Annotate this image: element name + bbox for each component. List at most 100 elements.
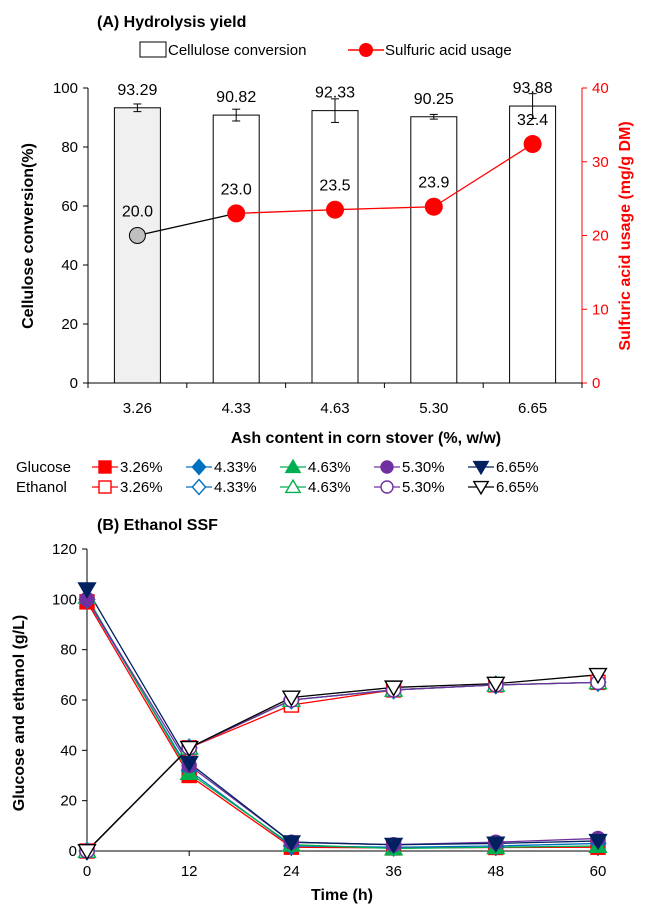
y-tick-label-left: 0	[70, 375, 78, 392]
series-line	[86, 681, 599, 852]
x-tick-label: 4.33	[222, 400, 251, 417]
panel-b-title: (B) Ethanol SSF	[97, 517, 218, 534]
series-line	[86, 588, 599, 846]
data-point	[486, 676, 506, 694]
panel-a-bars: 93.29 90.82 92.33 90.25 93.88	[113, 80, 557, 384]
y-tick-label: 0	[69, 843, 77, 860]
y-tick-label-right: 20	[592, 228, 609, 245]
acid-data-label: 20.0	[122, 204, 153, 221]
panel-a-axes: 0 20 40 60 80 100 0 10 20 30 40 3.26 4.33 4.63 5.30 6.6…	[53, 80, 609, 417]
panel-b-axes: 0 20 40 60 80 100 120 0 12 24 36 48 60	[52, 541, 606, 880]
panel-b-ylabel: Glucose and ethanol (g/L)	[11, 615, 28, 811]
legend-line-marker	[359, 43, 373, 57]
acid-line-segment	[334, 206, 434, 211]
bar	[212, 114, 260, 384]
data-point	[383, 680, 404, 697]
panel-a-xlabel: Ash content in corn stover (%, w/w)	[231, 430, 501, 447]
data-point	[588, 667, 608, 685]
panel-b: (B) Ethanol SSF 0 20 40 60 80 100 120 0 12 24 36 48…	[11, 517, 608, 904]
x-tick-label: 4.63	[320, 400, 349, 417]
legend-label: 3.26%	[120, 459, 163, 476]
panel-b-xlabel: Time (h)	[311, 887, 373, 904]
bar	[311, 110, 359, 384]
bar-data-label: 90.25	[414, 91, 454, 108]
legend-label: 6.65%	[496, 479, 539, 496]
acid-line-segment	[236, 209, 336, 215]
series-line	[86, 681, 599, 852]
acid-point	[424, 197, 443, 216]
legend-marker	[191, 478, 207, 496]
glucose-ethanol-legend: Glucose Ethanol 3.26% 4.33% 4.63% 5.30% 6.65…	[16, 458, 539, 496]
series-line	[86, 681, 599, 852]
panel-a-y2label: Sulfuric acid usage (mg/g DM)	[617, 121, 634, 350]
acid-data-label: 23.0	[221, 181, 252, 198]
acid-data-label: 32.4	[517, 112, 548, 129]
legend-bar-swatch	[139, 41, 167, 58]
x-tick-label: 12	[181, 863, 198, 880]
series-line	[86, 598, 599, 846]
legend-label: 5.30%	[402, 479, 445, 496]
series-line	[86, 674, 599, 852]
x-tick-label: 24	[283, 863, 300, 880]
data-point	[383, 837, 404, 855]
series-line	[86, 681, 599, 852]
acid-point	[128, 227, 146, 244]
bar-data-label: 92.33	[315, 85, 355, 102]
y-tick-label-left: 40	[61, 257, 78, 274]
legend-marker	[380, 480, 394, 494]
y-tick-label-right: 10	[592, 301, 609, 318]
acid-line-segment	[137, 212, 237, 237]
legend-label: 4.63%	[308, 479, 351, 496]
bar	[410, 116, 458, 384]
y-tick-label-right: 30	[592, 154, 609, 171]
y-tick-label-right: 0	[592, 375, 600, 392]
y-tick-label: 20	[60, 793, 77, 810]
data-point	[77, 582, 97, 599]
legend-marker	[284, 478, 302, 494]
panel-a-title: (A) Hydrolysis yield	[97, 14, 246, 31]
y-tick-label: 120	[52, 541, 77, 558]
x-tick-label: 48	[487, 863, 504, 880]
legend-marker	[472, 460, 490, 476]
y-tick-label-left: 80	[61, 139, 78, 156]
legend-label-sulfuric: Sulfuric acid usage	[385, 42, 512, 59]
series-line	[86, 596, 599, 850]
y-tick-label-right: 40	[592, 80, 609, 97]
y-tick-label-left: 20	[61, 316, 78, 333]
legend-row-ethanol: Ethanol	[16, 479, 67, 496]
acid-point	[326, 200, 344, 219]
bar	[113, 107, 161, 384]
panel-b-series	[77, 582, 608, 861]
y-tick-label: 80	[60, 642, 77, 659]
legend-marker	[284, 458, 302, 474]
legend-label: 6.65%	[496, 459, 539, 476]
x-tick-label: 3.26	[123, 400, 152, 417]
x-tick-label: 36	[385, 863, 402, 880]
x-tick-label: 60	[590, 863, 607, 880]
legend-label-cellulose: Cellulose conversion	[168, 42, 306, 59]
x-tick-label: 6.65	[518, 400, 547, 417]
panel-a-ylabel: Cellulose conversion(%)	[20, 143, 37, 329]
panel-a-legend: Cellulose conversion Sulfuric acid usage	[139, 41, 512, 59]
data-point	[179, 740, 199, 758]
legend-row-glucose: Glucose	[16, 459, 71, 476]
legend-label: 4.63%	[308, 459, 351, 476]
acid-point	[227, 204, 246, 223]
legend-marker	[98, 460, 112, 474]
data-point	[486, 836, 506, 853]
data-point	[77, 844, 97, 861]
legend-marker	[380, 460, 394, 474]
legend-label: 4.33%	[214, 479, 257, 496]
acid-data-label: 23.5	[319, 178, 350, 195]
acid-line-segment	[433, 143, 533, 208]
data-point	[281, 690, 302, 707]
bar-data-label: 93.29	[117, 82, 157, 99]
legend-marker	[472, 480, 490, 496]
y-tick-label-left: 100	[53, 80, 78, 97]
y-tick-label: 60	[60, 692, 77, 709]
acid-point	[523, 135, 542, 154]
y-tick-label: 40	[60, 742, 77, 759]
acid-data-label: 23.9	[418, 175, 449, 192]
legend-marker	[98, 480, 112, 494]
